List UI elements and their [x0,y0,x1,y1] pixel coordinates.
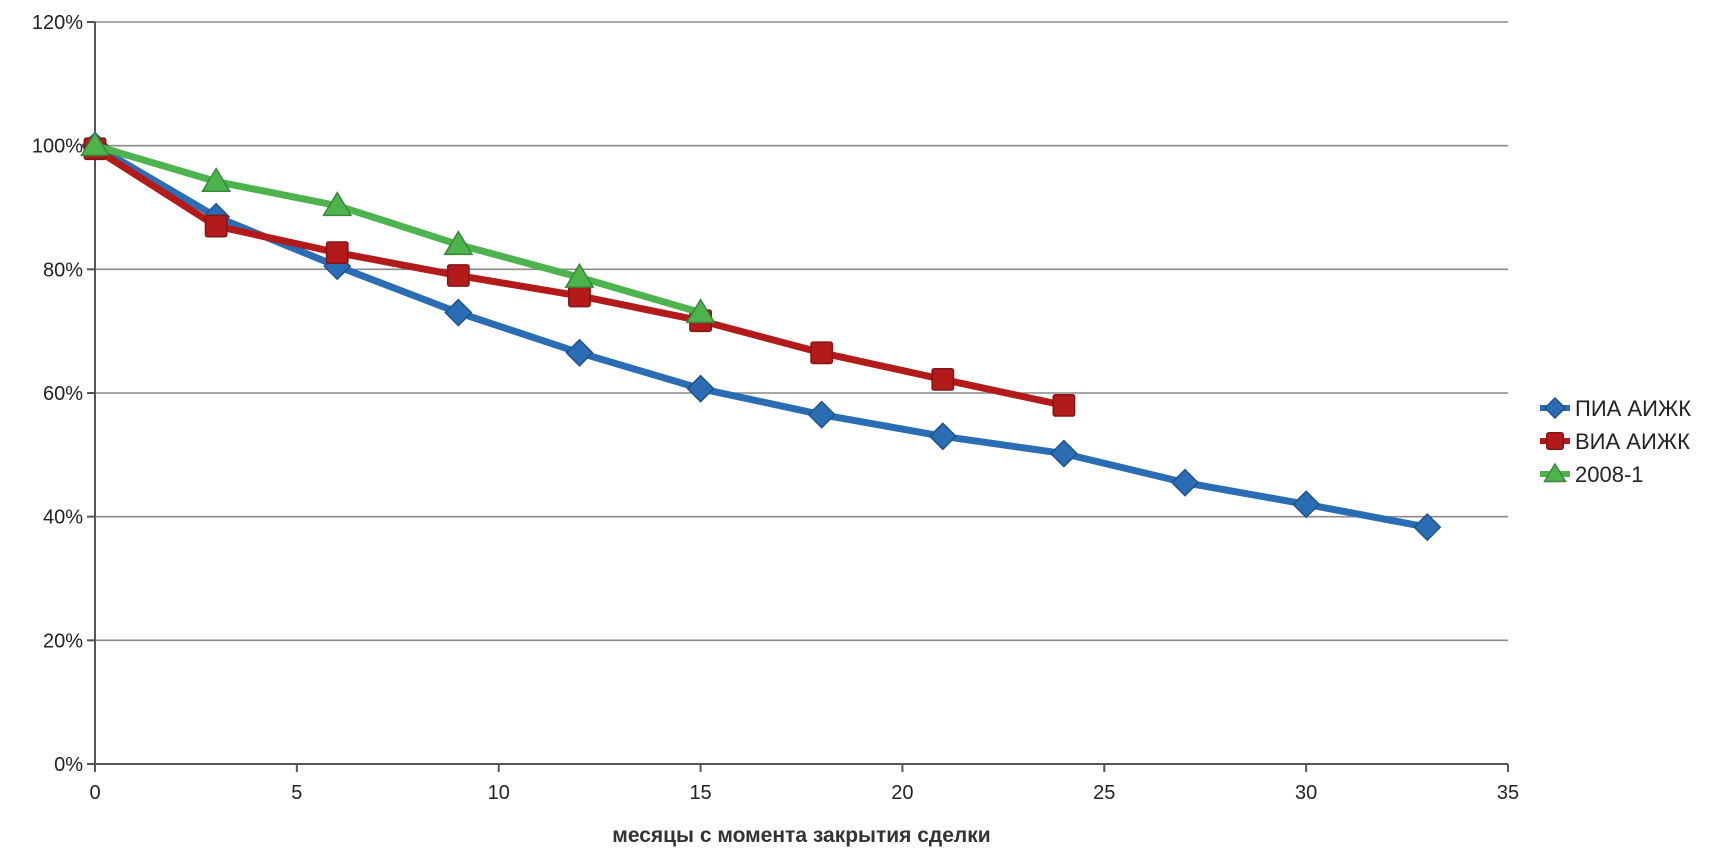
legend: ПИА АИЖК ВИА АИЖК 2008-1 [1540,396,1691,487]
data-point [444,298,473,327]
y-tick-label: 60% [43,383,83,405]
x-tick-label: 20 [891,782,913,804]
data-point [1292,490,1321,519]
x-tick-label: 0 [89,782,100,804]
data-point [1413,513,1442,542]
x-tick-label: 15 [689,782,711,804]
y-tick-label: 120% [32,12,83,34]
legend-label: 2008-1 [1575,462,1644,487]
data-point [80,131,110,157]
x-tick-label: 10 [488,782,510,804]
data-point [685,298,716,324]
legend-marker [1543,396,1567,420]
legend-marker [1543,462,1567,483]
data-point [443,230,474,256]
data-point [686,374,715,403]
data-point [928,422,957,451]
series-line [91,142,1431,531]
data-point [204,214,228,238]
y-tick-label: 100% [32,136,83,158]
y-tick-label: 20% [43,630,83,652]
data-point [1170,468,1200,497]
data-point [201,167,232,193]
legend-item: ПИА АИЖК [1540,396,1691,421]
x-axis-ticks: 0 5 10 15 20 25 30 35 [89,764,1519,804]
legend-marker [1546,432,1564,450]
legend-label: ПИА АИЖК [1575,396,1691,421]
series-layer [80,131,1442,542]
data-point [564,262,595,288]
data-point [322,191,353,217]
gridlines [95,21,1508,642]
y-axis-ticks: 0% 20% 40% 60% 80% 100% 120% [32,12,95,776]
data-point [568,284,591,308]
data-point [565,338,594,367]
legend-item: 2008-1 [1540,462,1644,487]
x-tick-label: 5 [291,782,302,804]
x-tick-label: 30 [1295,782,1317,804]
x-tick-label: 35 [1497,782,1519,804]
x-axis-title: месяцы с момента закрытия сделки [612,824,990,847]
y-tick-label: 40% [43,507,83,529]
data-point [810,341,834,365]
data-point [325,241,349,265]
series-line [91,142,705,317]
y-tick-label: 0% [54,754,83,776]
x-tick-label: 25 [1093,782,1115,804]
legend-label: ВИА АИЖК [1575,429,1690,454]
data-point [1052,393,1076,417]
data-point [446,264,470,287]
legend-item: ВИА АИЖК [1540,429,1690,454]
data-point [807,400,836,429]
data-point [931,367,955,391]
series-3 [80,131,716,324]
y-tick-label: 80% [43,259,83,281]
data-point [1049,439,1078,468]
